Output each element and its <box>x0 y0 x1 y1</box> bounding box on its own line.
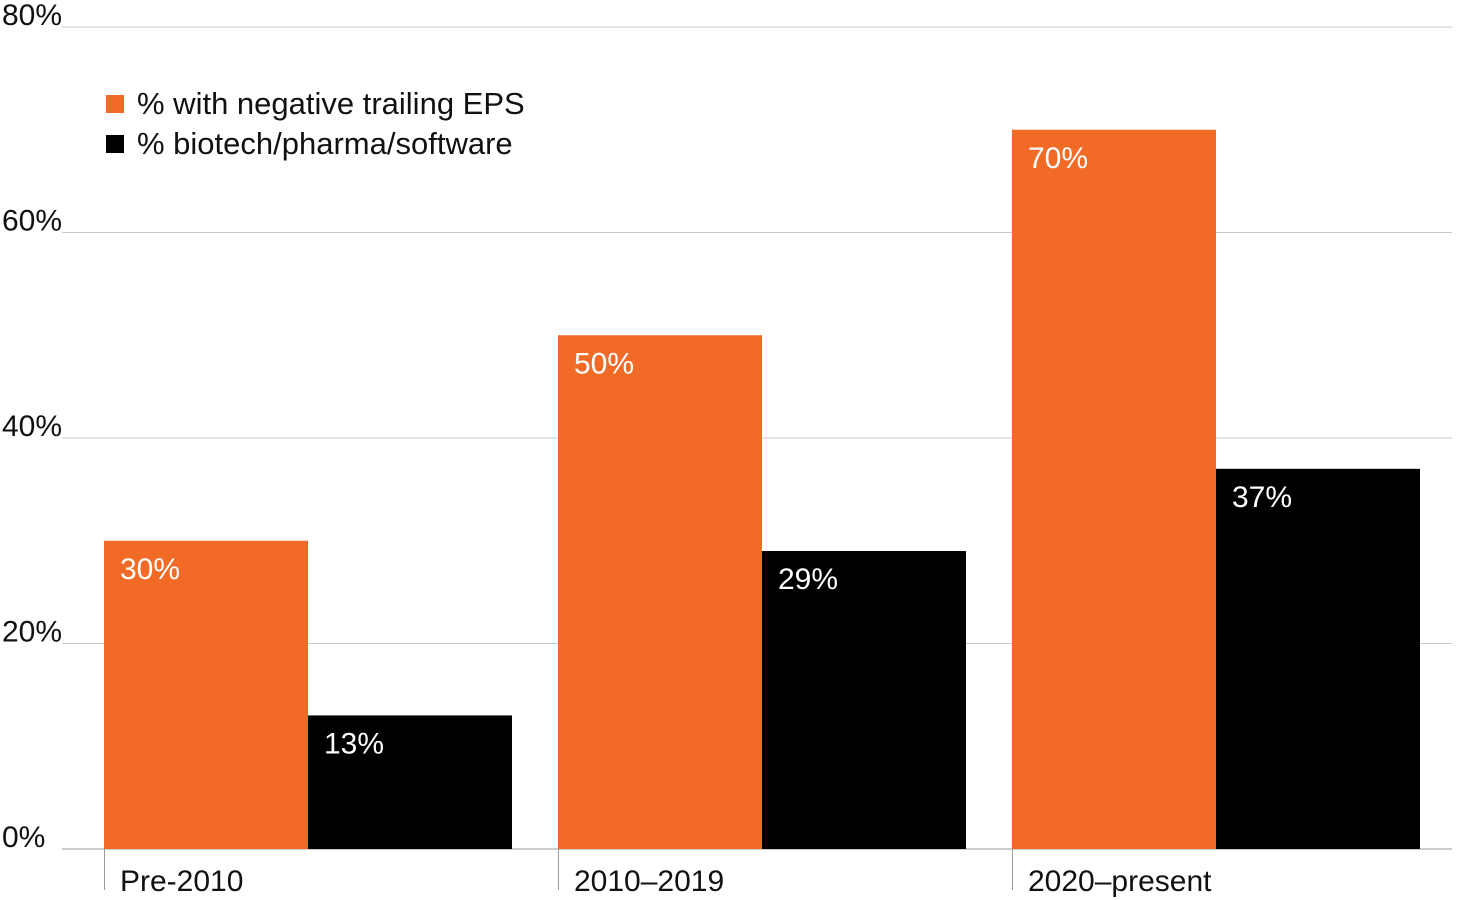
x-tick-label: 2010–2019 <box>574 865 724 898</box>
data-label: 70% <box>1028 142 1088 175</box>
bar-biotech-pharma-software <box>308 715 512 849</box>
bar-negative-eps <box>1012 129 1216 849</box>
bar-negative-eps <box>104 540 308 849</box>
bar-biotech-pharma-software <box>1216 468 1420 849</box>
data-label: 29% <box>778 563 838 596</box>
data-label: 50% <box>574 347 634 380</box>
legend-label: % with negative trailing EPS <box>137 86 525 121</box>
data-label: 30% <box>120 553 180 586</box>
y-tick-label: 80% <box>2 0 62 32</box>
legend-swatch-black <box>106 135 124 153</box>
x-tick-label: 2020–present <box>1028 865 1212 898</box>
y-tick-label: 60% <box>2 205 62 238</box>
x-tick-label: Pre-2010 <box>120 865 243 898</box>
y-axis-tick-labels: 0% 20% 40% 60% 80% <box>2 0 62 854</box>
x-axis: Pre-2010 2010–2019 2020–present <box>104 849 1212 898</box>
bars <box>104 129 1420 849</box>
y-tick-label: 40% <box>2 410 62 443</box>
data-label: 37% <box>1232 481 1292 514</box>
legend: % with negative trailing EPS % biotech/ph… <box>106 86 525 161</box>
legend-swatch-orange <box>106 95 124 113</box>
data-labels: 30% 13% 50% 29% 70% 37% <box>120 142 1292 761</box>
legend-label: % biotech/pharma/software <box>137 126 513 161</box>
bar-biotech-pharma-software <box>762 551 966 849</box>
y-tick-label: 0% <box>2 821 45 854</box>
bar-negative-eps <box>558 335 762 849</box>
data-label: 13% <box>324 727 384 760</box>
y-tick-label: 20% <box>2 616 62 649</box>
